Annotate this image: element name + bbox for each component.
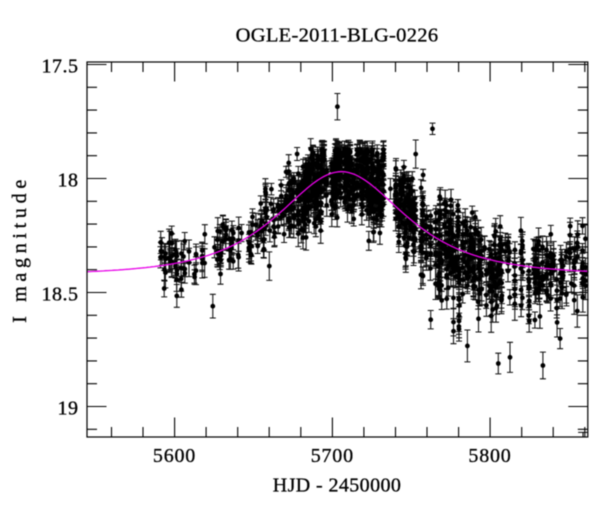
svg-text:17.5: 17.5 bbox=[42, 55, 79, 77]
svg-text:5600: 5600 bbox=[153, 445, 196, 467]
svg-text:I magnitude: I magnitude bbox=[9, 175, 31, 323]
svg-text:18.5: 18.5 bbox=[42, 283, 79, 305]
svg-text:HJD - 2450000: HJD - 2450000 bbox=[273, 475, 402, 497]
svg-text:18: 18 bbox=[58, 169, 79, 191]
svg-text:5700: 5700 bbox=[311, 445, 354, 467]
svg-text:OGLE-2011-BLG-0226: OGLE-2011-BLG-0226 bbox=[236, 25, 439, 47]
svg-text:5800: 5800 bbox=[468, 445, 511, 467]
svg-text:19: 19 bbox=[58, 397, 79, 419]
